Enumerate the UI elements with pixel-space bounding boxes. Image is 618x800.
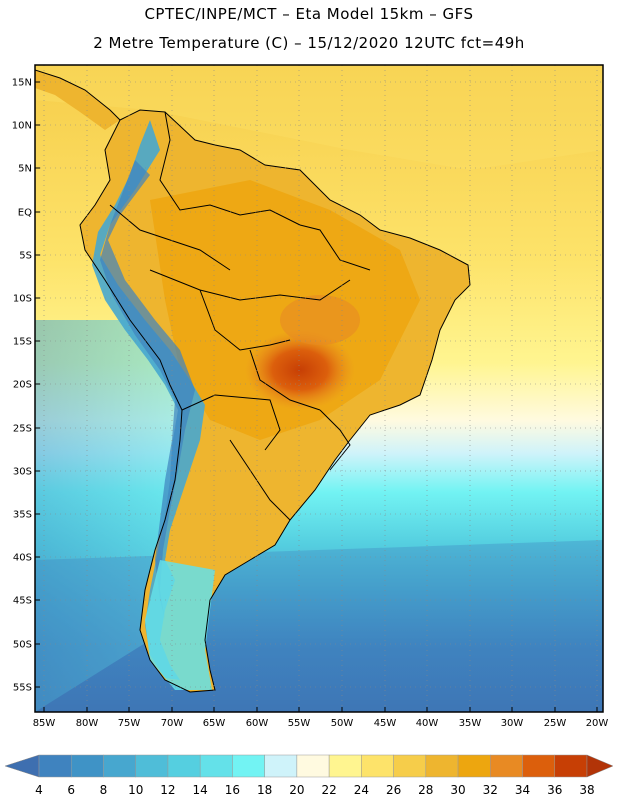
- lat-label: 10N: [12, 121, 32, 132]
- colorbar-level-label: 38: [579, 783, 595, 797]
- colorbar-swatch: [490, 754, 523, 778]
- colorbar-level-label: 8: [99, 783, 108, 797]
- lon-label: 35W: [459, 718, 482, 729]
- lat-label: 5S: [19, 251, 32, 262]
- lat-label: 15S: [13, 337, 32, 348]
- central-america-land: [35, 70, 120, 130]
- colorbar-level-label: 32: [482, 783, 498, 797]
- lat-label: 35S: [13, 510, 32, 521]
- lat-label: 15N: [12, 78, 32, 89]
- hot-spot: [245, 330, 355, 410]
- colorbar-swatch: [425, 754, 459, 778]
- lon-label: 45W: [374, 718, 397, 729]
- map-title-line1: CPTEC/INPE/MCT – Eta Model 15km – GFS: [144, 5, 474, 23]
- lon-label: 60W: [246, 718, 269, 729]
- lat-label: 45S: [13, 596, 32, 607]
- lon-label: 50W: [331, 718, 354, 729]
- colorbar: [4, 754, 614, 778]
- colorbar-swatch: [167, 754, 201, 778]
- south-cold-band: [35, 540, 603, 712]
- colorbar-swatch: [522, 754, 556, 778]
- map-title-line2: 2 Metre Temperature (C) – 15/12/2020 12U…: [93, 34, 525, 52]
- map-frame: [34, 64, 604, 713]
- colorbar-swatch: [232, 754, 265, 778]
- colorbar-level-label: 14: [192, 783, 208, 797]
- colorbar-swatch: [554, 754, 588, 778]
- lon-label: 25W: [544, 718, 567, 729]
- lat-label: 55S: [13, 683, 32, 694]
- lat-label: 5N: [18, 164, 32, 175]
- lon-label: 80W: [76, 718, 99, 729]
- colorbar-level-label: 18: [257, 783, 273, 797]
- lat-label: 25S: [13, 424, 32, 435]
- colorbar-level-label: 22: [321, 783, 337, 797]
- lon-label: 70W: [161, 718, 184, 729]
- lon-label: 65W: [203, 718, 226, 729]
- colorbar-swatch: [264, 754, 298, 778]
- colorbar-level-label: 34: [514, 783, 531, 797]
- colorbar-swatch: [135, 754, 169, 778]
- lon-label: 20W: [586, 718, 609, 729]
- colorbar-swatch: [328, 754, 362, 778]
- colorbar-level-label: 4: [35, 783, 43, 797]
- colorbar-level-label: 20: [289, 783, 305, 797]
- colorbar-level-label: 16: [224, 783, 241, 797]
- colorbar-min-arrow: [4, 754, 40, 778]
- colorbar-level-label: 28: [418, 783, 434, 797]
- lat-label: 40S: [13, 553, 32, 564]
- lat-label: EQ: [18, 208, 32, 219]
- lat-label: 20S: [13, 380, 32, 391]
- colorbar-swatch: [103, 754, 136, 778]
- colorbar-swatch: [361, 754, 394, 778]
- colorbar-level-label: 36: [547, 783, 563, 797]
- borders: [35, 69, 471, 693]
- lon-label: 75W: [118, 718, 141, 729]
- colorbar-level-label: 6: [67, 783, 76, 797]
- lon-label: 40W: [416, 718, 439, 729]
- colorbar-swatch: [296, 754, 330, 778]
- colorbar-level-label: 12: [160, 783, 176, 797]
- colorbar-swatch: [38, 754, 72, 778]
- patagonia-cool: [145, 560, 215, 690]
- colorbar-level-label: 10: [128, 783, 144, 797]
- colorbar-level-label: 24: [353, 783, 369, 797]
- colorbar-swatch: [70, 754, 104, 778]
- lat-label: 50S: [13, 640, 32, 651]
- colorbar-swatch: [199, 754, 233, 778]
- lon-label: 85W: [33, 718, 56, 729]
- colorbar-max-arrow: [586, 754, 614, 778]
- colorbar-swatch: [393, 754, 427, 778]
- lat-label: 10S: [13, 294, 32, 305]
- colorbar-level-label: 26: [385, 783, 402, 797]
- colorbar-swatch: [457, 754, 491, 778]
- lat-label: 30S: [13, 467, 32, 478]
- lon-label: 30W: [501, 718, 524, 729]
- colorbar-level-label: 30: [450, 783, 466, 797]
- lon-label: 55W: [288, 718, 311, 729]
